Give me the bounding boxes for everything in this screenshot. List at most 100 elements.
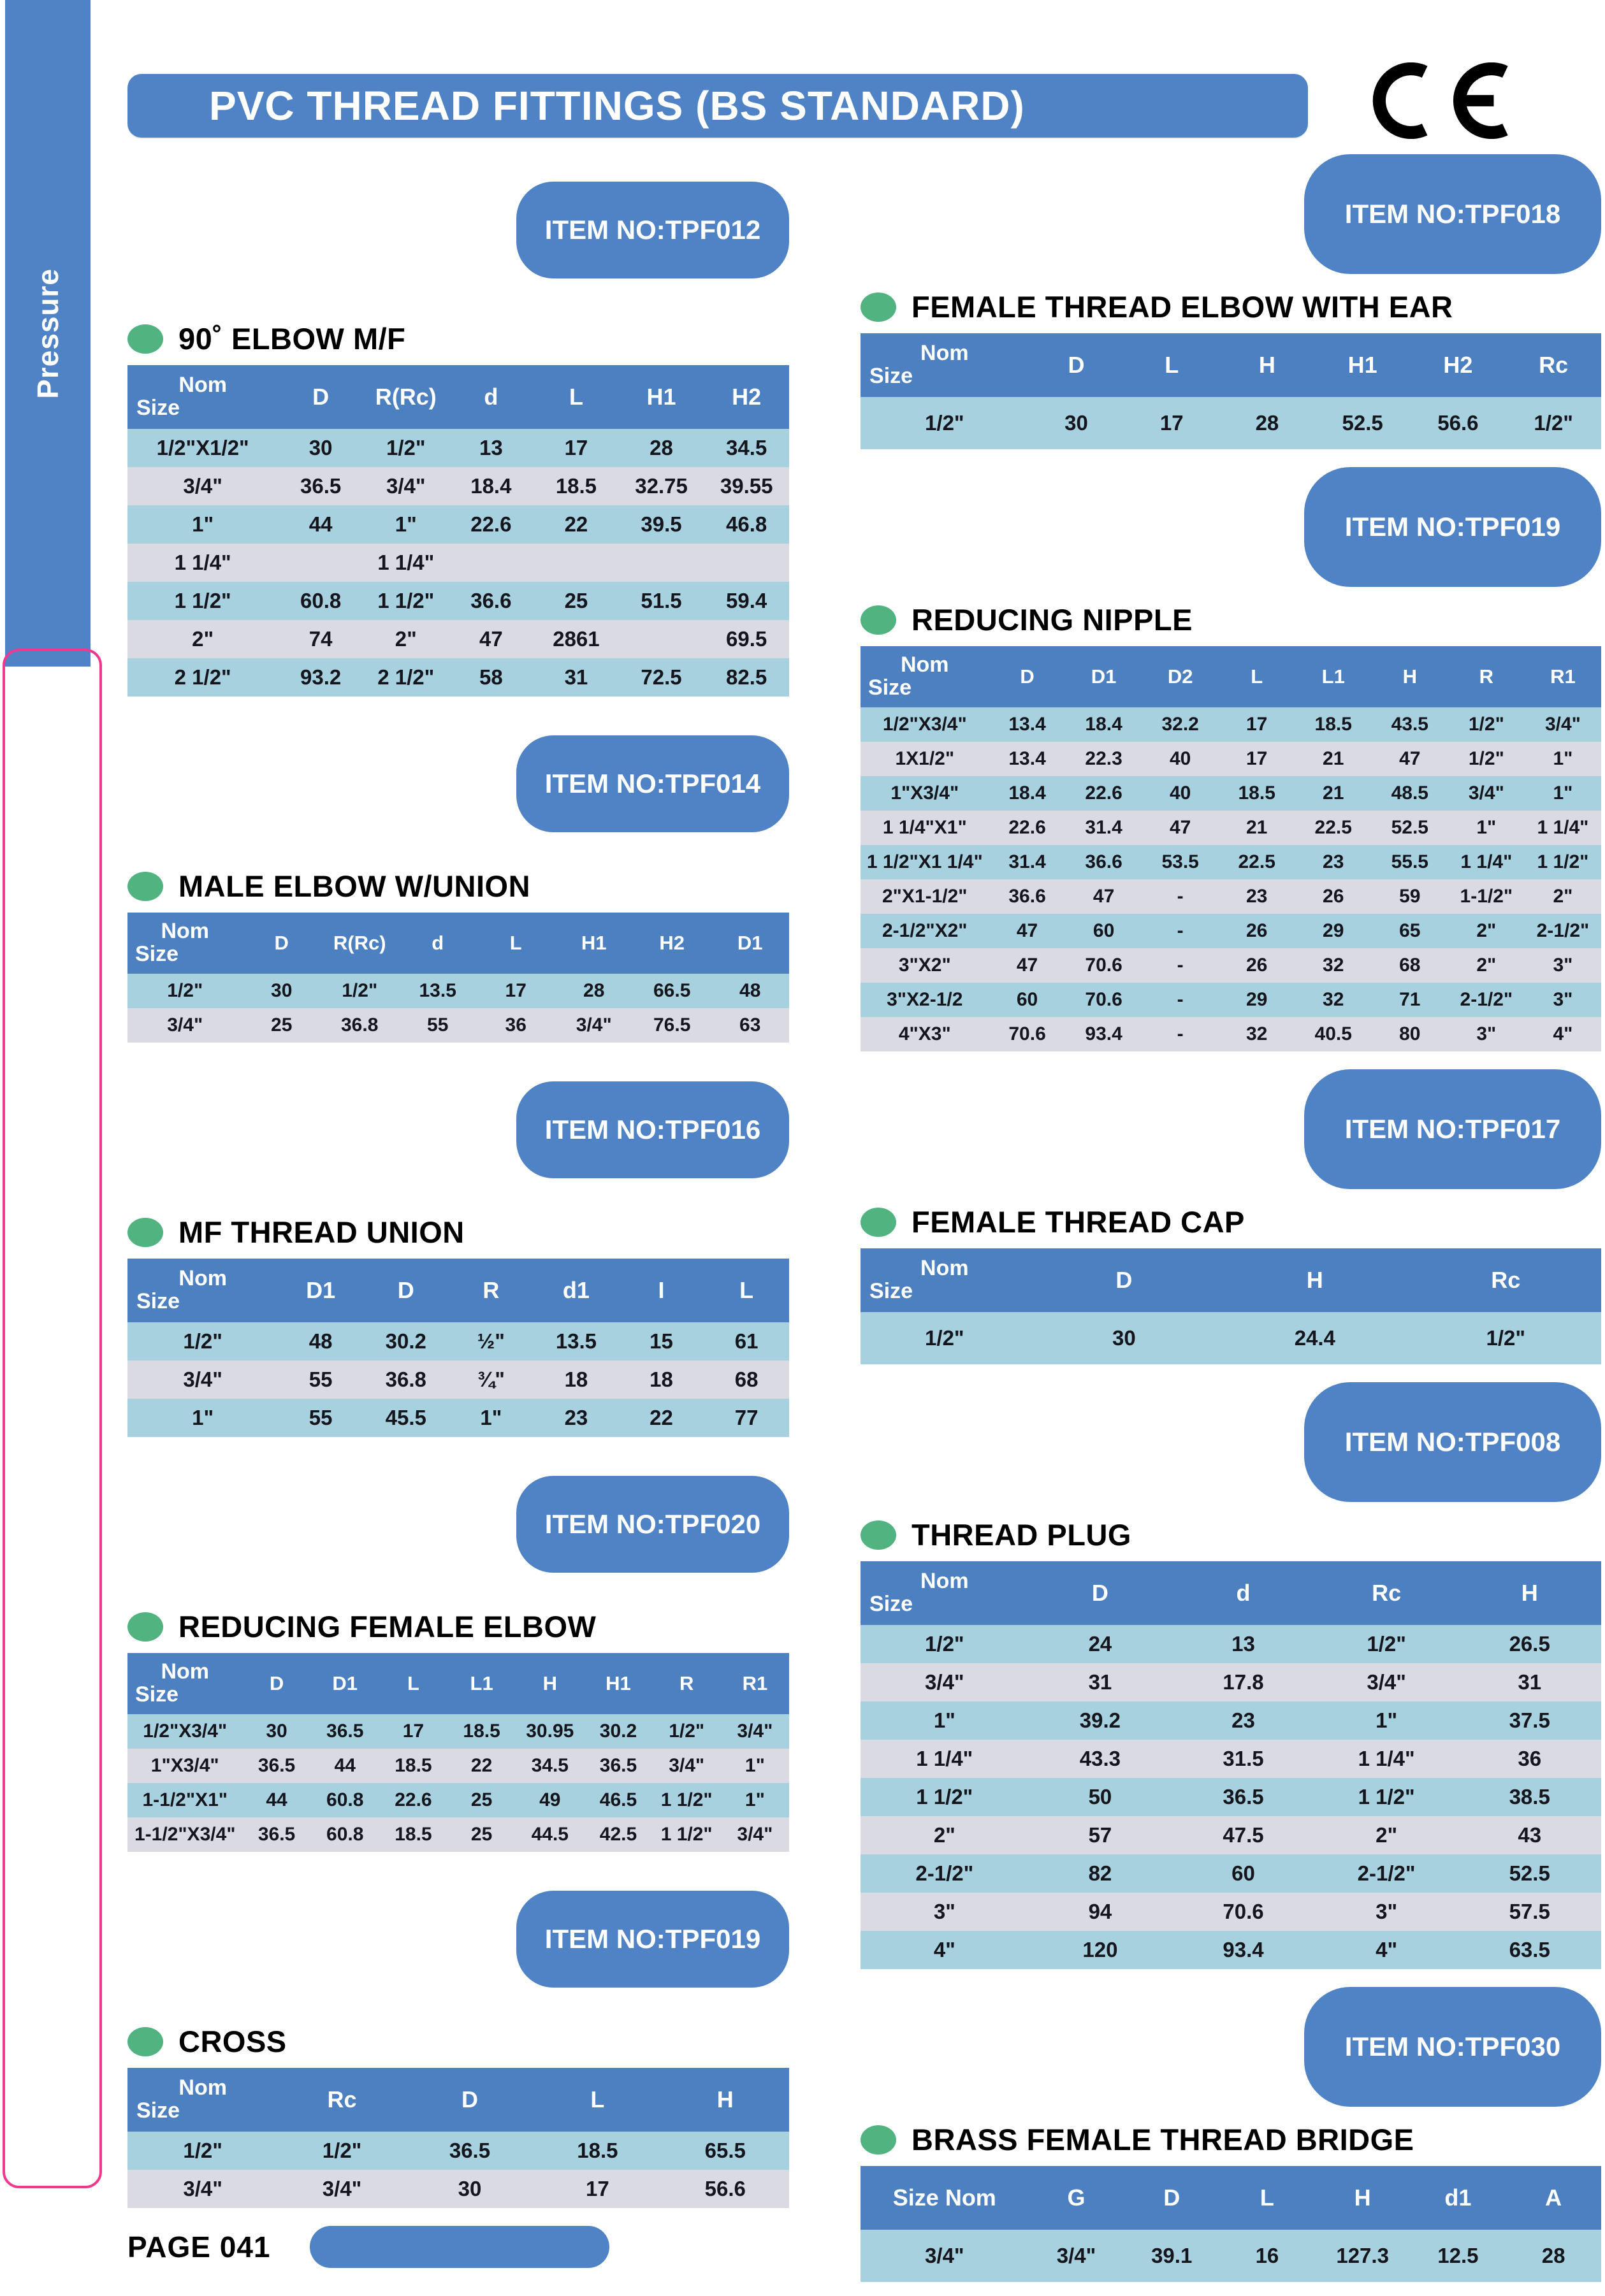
section-heading-text: 90˚ ELBOW M/F: [178, 322, 406, 356]
table-cell: 69.5: [704, 620, 789, 658]
column-header: H1: [1314, 333, 1411, 397]
section-heading: 90˚ ELBOW M/F: [127, 321, 789, 356]
table-cell: 1 1/4"X1": [861, 811, 989, 845]
table-cell: 28: [618, 429, 704, 467]
table-cell: 18.4: [989, 776, 1066, 811]
table-cell: 3/4": [278, 2170, 406, 2208]
table-cell: 55.5: [1371, 845, 1448, 879]
table-cell: 45.5: [363, 1399, 449, 1437]
table-cell: 4": [1314, 1931, 1458, 1969]
table-cell: 59.4: [704, 582, 789, 620]
table-cell: 1 1/2"X1 1/4": [861, 845, 989, 879]
column-header: H: [1458, 1561, 1601, 1625]
column-header: L: [1124, 333, 1220, 397]
column-header: Nom Size: [861, 1561, 1029, 1625]
table-row: 3"X2-1/2 60 70.6-29 32 71 2-1/2" 3": [861, 983, 1601, 1017]
column-header: D: [405, 2068, 534, 2132]
column-header: Nom Size: [127, 365, 279, 429]
table-cell: 1": [1524, 776, 1601, 811]
product-row: ITEM NO:TPF008: [861, 1378, 1601, 1527]
green-bullet-icon: [127, 324, 163, 354]
table-cell: 1 1/4": [861, 1740, 1029, 1778]
table-cell: 22: [618, 1399, 704, 1437]
table-cell: 18: [534, 1361, 619, 1399]
table-cell: 1/2": [1448, 742, 1525, 776]
section-cross: ITEM NO:TPF019 CROSS Nom Size Rc D L H 1/2" 1/2…: [127, 1866, 789, 2268]
table-cell: ½": [448, 1322, 534, 1361]
table-cell: 3"X2-1/2: [861, 983, 989, 1017]
table-cell: 47: [989, 948, 1066, 983]
table-cell: 1 1/4": [1524, 811, 1601, 845]
section-heading: FEMALE THREAD ELBOW WITH EAR: [861, 289, 1601, 324]
table-cell: 3"X2": [861, 948, 989, 983]
table-cell: 48: [711, 974, 789, 1008]
column-header: D: [1028, 333, 1124, 397]
table-cell: 1/2": [861, 1312, 1029, 1364]
product-row: ITEM NO:TPF017: [861, 1065, 1601, 1208]
section-heading-text: BRASS FEMALE THREAD BRIDGE: [911, 2123, 1414, 2156]
table-cell: 28: [555, 974, 633, 1008]
table-row: 3/4" 31 17.8 3/4" 31: [861, 1663, 1601, 1701]
table-cell: 3/4": [1314, 1663, 1458, 1701]
table-cell: 2"X1-1/2": [861, 879, 989, 914]
table-cell: 26: [1218, 914, 1295, 948]
header-row: Nom Size D R(Rc) d L H1 H2 D1: [127, 913, 789, 974]
column-header: H1: [584, 1653, 653, 1714]
section-90-elbow-mf: ITEM NO:TPF012 90˚ ELBOW M/F Nom Size D R(R…: [127, 150, 789, 697]
table-cell: 2": [1524, 879, 1601, 914]
table-cell: 18.5: [379, 1817, 448, 1852]
item-no-text: ITEM NO:TPF016: [544, 1115, 761, 1144]
table-cell: 60: [989, 983, 1066, 1017]
table-cell: 1/2": [278, 2132, 406, 2170]
item-no-badge: ITEM NO:TPF020: [516, 1476, 789, 1573]
section-reducing-female-elbow: ITEM NO:TPF020 REDUCING FEMALE ELBOW Nom…: [127, 1451, 789, 1852]
table-cell: 21: [1295, 776, 1372, 811]
column-header: I: [618, 1259, 704, 1322]
table-cell: 18.5: [534, 467, 619, 505]
table-row: 1/2" 1/2" 36.5 18.5 65.5: [127, 2132, 789, 2170]
table-cell: 36.6: [448, 582, 534, 620]
column-header: L1: [447, 1653, 516, 1714]
green-bullet-icon: [127, 2026, 163, 2056]
table-cell: 1"X3/4": [861, 776, 989, 811]
table-cell: 18.4: [1065, 707, 1142, 742]
table-cell: 31.5: [1172, 1740, 1315, 1778]
table-cell: 63: [711, 1008, 789, 1043]
column-header: Nom Size: [127, 1653, 243, 1714]
table-cell: 59: [1371, 879, 1448, 914]
item-no-text: ITEM NO:TPF018: [1344, 199, 1561, 229]
table-cell: 32: [1295, 983, 1372, 1017]
table-cell: 39.5: [618, 505, 704, 544]
table-cell: 13.4: [989, 707, 1066, 742]
table-cell: 120: [1028, 1931, 1172, 1969]
table-cell: 36.8: [363, 1361, 449, 1399]
table-cell: 40: [1142, 742, 1219, 776]
table-cell: 71: [1371, 983, 1448, 1017]
product-row: ITEM NO:TPF030: [861, 1983, 1601, 2118]
table-row: 1 1/4" 43.3 31.5 1 1/4" 36: [861, 1740, 1601, 1778]
table-cell: 36.5: [405, 2132, 534, 2170]
column-header: H: [1371, 646, 1448, 707]
table-cell: 44: [310, 1749, 379, 1783]
table-cell: 23: [1172, 1701, 1315, 1740]
table-cell: 57: [1028, 1816, 1172, 1854]
table-cell: 31: [534, 658, 619, 697]
table-row: 2-1/2"X2" 47 60-26 29 65 2" 2-1/2": [861, 914, 1601, 948]
item-no-badge: ITEM NO:TPF018: [1304, 154, 1601, 274]
column-header: H: [1219, 333, 1315, 397]
table-cell: 21: [1218, 811, 1295, 845]
table-cell: [448, 544, 534, 582]
table-cell: 26: [1295, 879, 1372, 914]
table-cell: 3/4": [861, 2230, 1029, 2282]
table-cell: 70.6: [1065, 983, 1142, 1017]
spec-table-reducing-female-elbow: Nom Size D D1 L L1 H H1 R R1 1/2"X3/4" 30 36.5 17 18.5…: [127, 1653, 789, 1852]
column-header: H1: [555, 913, 633, 974]
table-cell: 3": [1524, 983, 1601, 1017]
green-bullet-icon: [127, 1612, 163, 1642]
table-cell: 1/2"X1/2": [127, 429, 279, 467]
item-no-text: ITEM NO:TPF014: [544, 769, 761, 798]
page-title-bar: PVC THREAD FITTINGS (BS STANDARD): [127, 74, 1308, 138]
table-row: 2 1/2" 93.2 2 1/2" 58 31 72.5 82.5: [127, 658, 789, 697]
